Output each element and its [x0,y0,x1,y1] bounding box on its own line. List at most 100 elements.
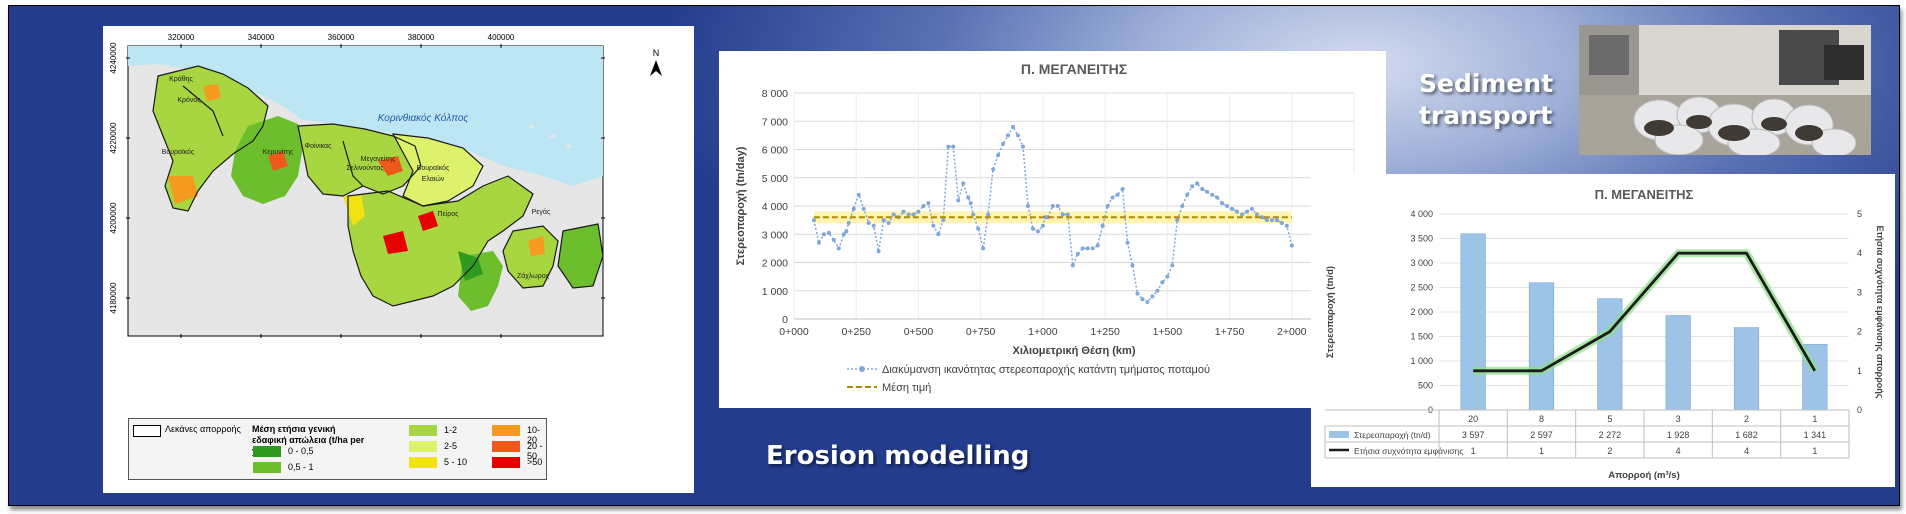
bar-chart-y2label: Ετήσια συχνότητα εμφάνισης απορροής [1875,226,1885,399]
table-category: 1 [1812,414,1817,424]
line-point [1160,280,1165,285]
line-point [1264,218,1269,223]
line-point [1105,204,1110,208]
bar-chart-y2-tick: 2 [1857,327,1862,337]
line-point [1100,223,1105,228]
line-point [951,144,956,149]
table-line-value: 4 [1744,446,1749,456]
line-point [1125,240,1130,245]
bar-chart: Π. ΜΕΓΑΝΕΙΤΗΣ 0 500 1 000 1 500 2 000 2 500 3 0… [1324,187,1885,481]
line-point [1110,195,1115,200]
line-point [1095,243,1100,248]
bar-chart-y2-tick: 4 [1857,248,1862,258]
table-bar-series-name: Στερεοπαροχή (tn/d) [1354,430,1431,440]
line-chart-xlabel: Χιλιομετρική Θέση (km) [1013,345,1136,357]
line-series-capacity [813,125,1293,304]
line-point [841,232,846,237]
line-point [1230,206,1235,211]
line-point [1055,204,1060,208]
line-point [1165,274,1170,279]
legend-swatch [409,441,437,452]
basin-label: Ρεγάς [532,208,551,216]
lab-photo [1579,25,1871,155]
line-point [1220,201,1225,206]
legend-swatch [492,457,520,468]
line-point [1006,133,1011,138]
line-chart-x-tick: 0+250 [841,326,871,338]
bar-chart-y-tick: 3 000 [1410,258,1433,268]
table-bar-value: 2 597 [1530,430,1553,440]
line-point [921,204,926,208]
line-chart-y-tick: 3 000 [762,229,788,241]
basin-label: Πείρος [438,210,460,218]
islets [528,124,572,149]
line-chart-panel: Π. ΜΕΓΑΝΕΙΤΗΣ 0 1 000 2 000 3 000 4 000 5 000 6… [719,51,1386,408]
line-point [1075,252,1080,257]
legend-class-label: 1-2 [444,425,458,435]
line-point [1060,212,1065,217]
line-point [1274,218,1279,223]
line-point [816,240,821,245]
sea-label: Κορινθιακός Κόλπος [378,112,469,124]
line-point [936,232,941,237]
legend-label-capacity: Διακύμανση ικανότητας στερεοπαροχής κατά… [882,364,1210,376]
bar-chart-y2-tick: 3 [1857,287,1862,297]
basin-label: Φοίνικας [305,142,333,150]
line-point [1249,206,1254,211]
bar-chart-y-tick: 3 500 [1410,234,1433,244]
line-point [996,153,1001,158]
bar-chart-y-tick: 500 [1418,381,1433,391]
line-chart-y-tick: 1 000 [762,286,788,298]
frequency-line [1473,251,1817,373]
basin-label: Κερυνίτης [263,148,294,156]
map-x-tick-label: 320000 [168,33,195,42]
sediment-caption-line2: transport [1419,101,1553,130]
legend-swatch [253,462,281,473]
table-line-value: 1 [1471,446,1476,456]
erosion-map-panel: N Κορινθιακός Κόλπος 320000 340000 360000 3… [103,26,694,493]
line-point [1190,184,1195,189]
line-point [1025,204,1030,208]
legend-swatch [492,425,520,436]
line-point [1120,187,1125,192]
bar-chart-y-tick: 2 000 [1410,307,1433,317]
map-x-tick-label: 380000 [408,33,435,42]
line-point [1030,226,1035,231]
basin-label: Σελινούντας [346,164,384,172]
legend-swatch [492,441,520,452]
table-bar-value: 1 341 [1804,430,1827,440]
table-line-value: 2 [1607,446,1612,456]
line-chart-x-tick: 1+250 [1090,326,1120,338]
line-chart-x-tick: 0+000 [779,326,809,338]
line-point [991,167,996,172]
line-point [1244,209,1249,214]
bar [1665,315,1691,411]
table-category: 3 [1676,414,1681,424]
legend-label-mean: Μέση τιμή [882,382,931,394]
map-y-tick-label: 4180000 [109,282,118,314]
line-point [901,209,906,214]
basin-label: Βουραϊκός [162,148,195,156]
bar-chart-y-tick: 2 500 [1410,283,1433,293]
line-point [876,249,881,254]
map-x-tick-label: 360000 [328,33,355,42]
line-chart: Π. ΜΕΓΑΝΕΙΤΗΣ 0 1 000 2 000 3 000 4 000 5 000 6… [735,61,1369,394]
line-point [1040,223,1045,228]
line-point [956,198,961,203]
bar [1460,233,1486,411]
line-point [1115,192,1120,197]
line-point [851,206,856,211]
line-point [861,206,866,211]
bar-chart-ylabel: Στερεοπαροχή (tn/d) [1325,266,1336,358]
line-point [1145,300,1150,305]
line-point [968,201,973,206]
line-point [846,220,851,225]
legend-swatch [253,446,281,457]
line-point [1200,187,1205,192]
line-point [1215,195,1220,200]
legend-class-label: 2-5 [444,441,458,451]
table-line-value: 1 [1812,446,1817,456]
line-point [821,232,826,237]
line-point [1016,133,1020,138]
basin-outlines [152,65,604,307]
